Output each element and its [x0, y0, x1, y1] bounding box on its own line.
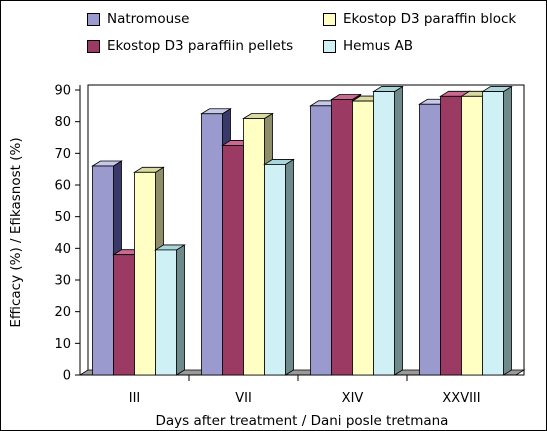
y-tick-label: 50: [54, 210, 71, 225]
bar: [243, 118, 265, 376]
y-tick-label: 80: [54, 115, 71, 130]
legend-swatch-natromouse: [87, 12, 100, 26]
legend-label-natromouse: Natromouse: [107, 11, 190, 27]
bar: [201, 113, 223, 376]
bar: [264, 164, 286, 376]
y-tick-label: 70: [54, 147, 71, 162]
x-tick-label: III: [129, 391, 141, 406]
legend-label-ekostop-block: Ekostop D3 paraffin block: [343, 11, 517, 27]
y-tick-label: 10: [54, 337, 71, 352]
x-tick-label: VII: [235, 391, 252, 406]
y-tick-label: 90: [54, 84, 71, 99]
legend-label-hemus-ab: Hemus AB: [343, 38, 413, 54]
x-axis-title: Days after treatment / Dani posle tretma…: [156, 413, 449, 429]
x-tick-label: XXVIII: [442, 391, 480, 406]
bar-side: [285, 158, 294, 376]
bar: [331, 99, 353, 376]
y-tick-label: 20: [54, 305, 71, 320]
legend-item-natromouse: Natromouse: [87, 11, 189, 27]
bar: [222, 145, 244, 376]
legend-swatch-hemus-ab: [323, 39, 336, 53]
bar: [352, 100, 374, 376]
y-tick-label: 30: [54, 274, 71, 289]
y-axis-title: Efficacy (%) / Efikasnost (%): [8, 137, 24, 327]
bar-side: [503, 85, 512, 376]
bar-side: [394, 85, 403, 376]
bar: [482, 91, 504, 376]
bar: [134, 171, 156, 376]
bar: [113, 254, 135, 376]
bar: [440, 95, 462, 376]
y-tick-label: 60: [54, 179, 71, 194]
bar: [373, 91, 395, 376]
legend-label-ekostop-pellets: Ekostop D3 paraffiin pellets: [107, 38, 294, 54]
x-tick-label: XIV: [342, 391, 364, 406]
bar: [92, 165, 114, 376]
legend-item-hemus-ab: Hemus AB: [323, 38, 413, 54]
bar-side: [176, 244, 185, 376]
bar: [310, 105, 332, 376]
legend-swatch-ekostop-pellets: [87, 39, 100, 53]
bar: [419, 103, 441, 376]
y-tick-label: 0: [63, 369, 71, 384]
y-tick-label: 40: [54, 242, 71, 257]
legend-swatch-ekostop-block: [323, 12, 336, 26]
bar: [461, 95, 483, 376]
legend-item-ekostop-block: Ekostop D3 paraffin block: [323, 11, 516, 27]
bar: [155, 249, 177, 376]
legend-item-ekostop-pellets: Ekostop D3 paraffiin pellets: [87, 38, 293, 54]
